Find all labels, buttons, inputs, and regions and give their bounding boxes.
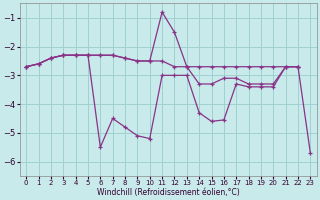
X-axis label: Windchill (Refroidissement éolien,°C): Windchill (Refroidissement éolien,°C)	[97, 188, 240, 197]
